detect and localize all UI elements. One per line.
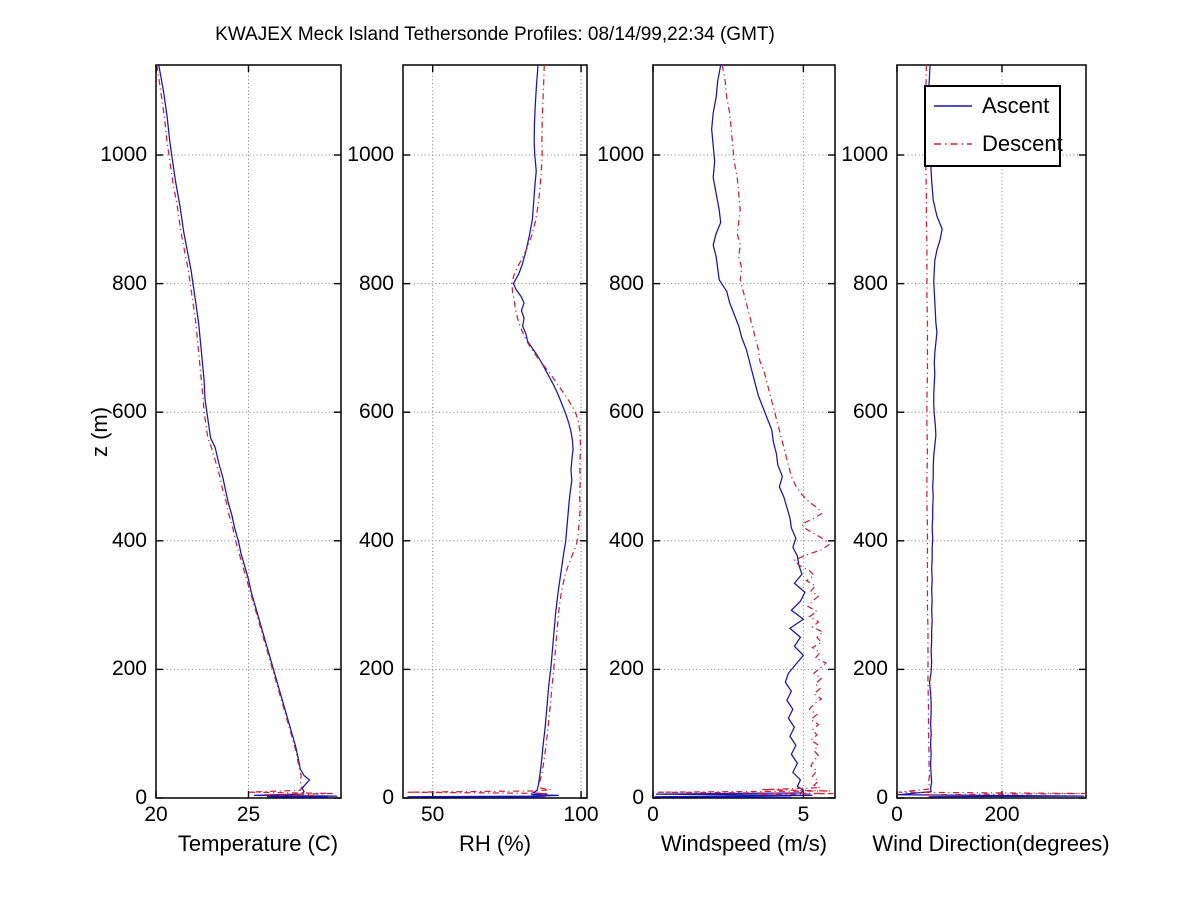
x-axis-label-temperature: Temperature (C) (177, 831, 339, 856)
y-tick-label: 800 (852, 271, 888, 295)
axes-box (652, 64, 836, 799)
windspeed-panel (652, 64, 836, 799)
x-tick-label: 0 (647, 803, 659, 826)
x-axis-label-wind-direction: Wind Direction(degrees) (872, 831, 1110, 856)
y-tick-label: 0 (876, 786, 888, 809)
descent-line (406, 65, 582, 796)
wind-direction-panel (896, 64, 1087, 799)
axes-box (896, 64, 1087, 799)
ascent-line (897, 65, 1085, 798)
x-tick-label: 5 (797, 803, 810, 826)
y-tick-label: 200 (358, 657, 394, 681)
gridlines (156, 65, 341, 798)
descent-line (898, 65, 1085, 796)
x-axis-label-windspeed: Windspeed (m/s) (660, 831, 828, 856)
y-tick-label: 600 (358, 400, 394, 424)
tick-marks (896, 65, 1086, 799)
y-tick-label: 800 (358, 271, 394, 295)
chart-title: KWAJEX Meck Island Tethersonde Profiles:… (215, 24, 775, 45)
rh-panel (402, 64, 588, 799)
y-tick-label: 0 (632, 786, 644, 809)
x-tick-label: 25 (236, 803, 261, 826)
x-tick-label: 0 (891, 803, 903, 826)
ascent-line-sample (934, 105, 972, 107)
y-tick-label: 800 (111, 271, 147, 295)
y-tick-label: 400 (358, 528, 394, 552)
x-axis-label-rh: RH (%) (458, 831, 532, 856)
y-tick-label: 1000 (841, 143, 888, 167)
y-tick-label: 200 (852, 657, 888, 681)
ascent-line (407, 65, 574, 798)
axes-box (155, 64, 342, 799)
ascent-line (158, 65, 338, 798)
gridlines (897, 65, 1086, 798)
axes-box (402, 64, 588, 799)
y-tick-label: 600 (852, 400, 888, 424)
legend-label-ascent: Ascent (982, 93, 1050, 118)
descent-line (156, 65, 334, 797)
y-tick-label: 600 (608, 400, 644, 424)
temperature-panel (155, 64, 342, 799)
x-tick-label: 20 (144, 803, 168, 826)
x-tick-label: 50 (420, 803, 445, 826)
y-tick-label: 600 (111, 400, 147, 424)
gridlines (653, 65, 835, 798)
y-tick-label: 200 (111, 657, 147, 681)
descent-line (657, 65, 834, 796)
ascent-line (654, 65, 813, 798)
legend-label-descent: Descent (982, 131, 1063, 156)
tick-marks (652, 65, 835, 799)
descent-line-sample (934, 143, 972, 145)
y-tick-label: 0 (382, 786, 394, 809)
legend: Ascent Descent (924, 85, 1063, 167)
y-tick-label: 1000 (597, 143, 644, 167)
x-tick-label: 200 (984, 803, 1020, 826)
x-tick-label: 100 (563, 803, 599, 826)
gridlines (403, 65, 587, 798)
tick-marks (155, 65, 341, 799)
y-tick-label: 400 (852, 528, 888, 552)
y-tick-label: 400 (111, 528, 147, 552)
tick-marks (403, 65, 587, 799)
y-tick-label: 200 (608, 657, 644, 681)
y-tick-label: 1000 (347, 143, 394, 167)
y-tick-label: 800 (608, 271, 644, 295)
y-tick-label: 1000 (100, 143, 147, 167)
y-tick-label: 0 (135, 786, 147, 809)
y-tick-label: 400 (608, 528, 644, 552)
legend-entry-descent: Descent (926, 125, 1063, 163)
legend-entry-ascent: Ascent (926, 87, 1059, 125)
